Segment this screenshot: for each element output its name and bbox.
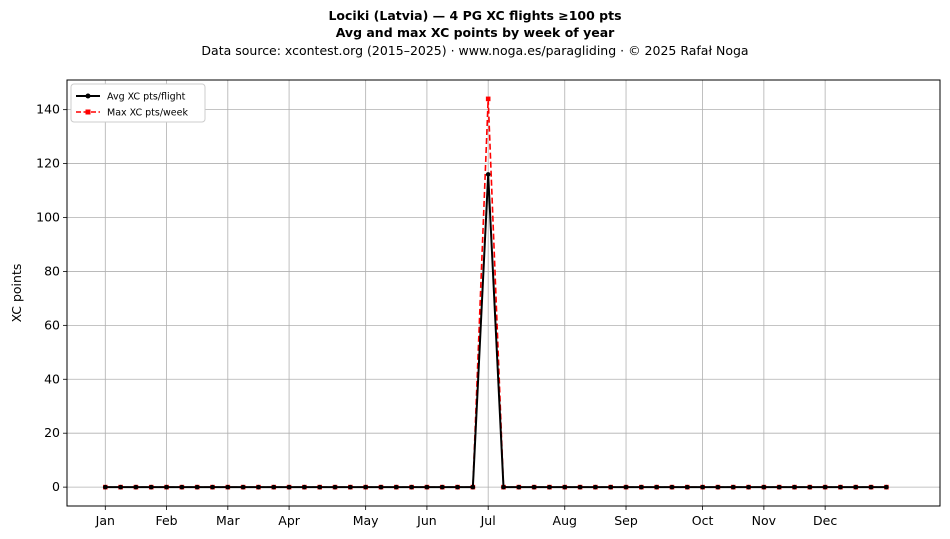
y-axis-label: XC points — [9, 264, 24, 323]
legend-box — [70, 83, 206, 123]
tick-layer: 0 20 40 60 80 100 120 140 Jan Feb Mar Apr May Jun Jul A… — [36, 102, 837, 528]
point-avg — [378, 484, 384, 490]
point-avg — [348, 484, 353, 490]
point-avg — [853, 484, 859, 490]
point-avg — [792, 484, 797, 490]
point-avg — [256, 484, 261, 490]
x-tick-label: Feb — [155, 513, 177, 528]
point-avg — [102, 484, 108, 490]
point-avg — [776, 484, 782, 490]
x-tick-label: Dec — [813, 513, 837, 528]
point-avg — [133, 484, 139, 490]
point-avg — [409, 484, 414, 490]
point-avg — [240, 484, 246, 490]
x-tick-label: Sep — [614, 513, 638, 528]
point-avg — [148, 484, 154, 490]
point-avg — [118, 484, 123, 490]
point-avg — [501, 484, 506, 490]
y-tick-label: 60 — [44, 317, 60, 332]
point-avg — [623, 484, 629, 490]
point-avg — [332, 484, 338, 490]
point-avg — [577, 484, 583, 490]
x-tick-label: Nov — [752, 513, 777, 528]
point-avg — [884, 484, 889, 490]
point-avg — [225, 484, 231, 490]
point-avg — [531, 484, 537, 490]
legend-label-avg: Avg XC pts/flight — [107, 92, 186, 103]
point-avg — [562, 484, 568, 490]
point-max — [485, 96, 491, 102]
point-avg — [761, 484, 767, 490]
series-avg — [102, 172, 889, 490]
x-tick-label: May — [353, 513, 379, 528]
x-tick-label: Oct — [692, 513, 714, 528]
point-avg — [164, 484, 169, 490]
x-tick-label: Jan — [95, 513, 115, 528]
y-tick-label: 100 — [36, 210, 60, 225]
point-avg — [210, 484, 215, 490]
legend-label-max: Max XC pts/week — [107, 108, 188, 119]
point-avg — [516, 484, 522, 490]
chart-title-line-2: Avg and max XC points by week of year — [335, 25, 615, 40]
point-avg — [317, 484, 323, 490]
point-avg — [286, 484, 292, 490]
y-tick-label: 80 — [44, 263, 60, 278]
series-max — [102, 96, 889, 490]
y-tick-label: 20 — [44, 425, 60, 440]
x-tick-label: Mar — [216, 513, 240, 528]
point-avg — [669, 484, 675, 490]
point-avg — [363, 484, 368, 490]
point-avg — [838, 484, 843, 490]
point-avg — [302, 484, 307, 490]
point-avg — [639, 484, 644, 490]
point-avg — [547, 484, 552, 490]
point-avg — [684, 484, 690, 490]
chart-subtitle: Data source: xcontest.org (2015–2025) · … — [201, 43, 749, 58]
y-tick-label: 120 — [36, 156, 60, 171]
point-avg — [608, 484, 614, 490]
axes-frame — [66, 79, 941, 507]
point-avg — [746, 484, 751, 490]
point-avg — [271, 484, 277, 490]
x-tick-label: Jul — [480, 513, 496, 528]
legend: Avg XC pts/flight Max XC pts/week — [70, 83, 206, 123]
series-layer — [102, 96, 889, 490]
point-avg — [654, 484, 659, 490]
point-avg — [715, 484, 721, 490]
point-avg — [424, 484, 430, 490]
point-avg — [822, 484, 828, 490]
point-avg — [439, 484, 445, 490]
legend-marker-max — [85, 109, 91, 115]
point-avg — [393, 484, 399, 490]
y-tick-label: 140 — [36, 102, 60, 117]
chart-title-line-1: Lociki (Latvia) — 4 PG XC flights ≥100 p… — [328, 8, 622, 23]
point-avg — [470, 484, 476, 490]
point-avg — [593, 484, 598, 490]
point-avg — [179, 484, 185, 490]
point-avg — [807, 484, 813, 490]
point-avg — [485, 172, 491, 177]
x-tick-label: Jun — [416, 513, 437, 528]
x-tick-label: Aug — [553, 513, 577, 528]
point-avg — [730, 484, 736, 490]
series-line-avg — [105, 173, 887, 489]
legend-marker-avg — [85, 93, 91, 99]
y-tick-label: 40 — [44, 371, 60, 386]
point-avg — [700, 484, 705, 490]
point-avg — [194, 484, 200, 490]
y-tick-label: 0 — [52, 479, 60, 494]
x-tick-label: Apr — [278, 513, 300, 528]
grid — [67, 80, 940, 506]
series-line-max — [105, 98, 887, 488]
point-avg — [868, 484, 874, 490]
point-avg — [455, 484, 460, 490]
